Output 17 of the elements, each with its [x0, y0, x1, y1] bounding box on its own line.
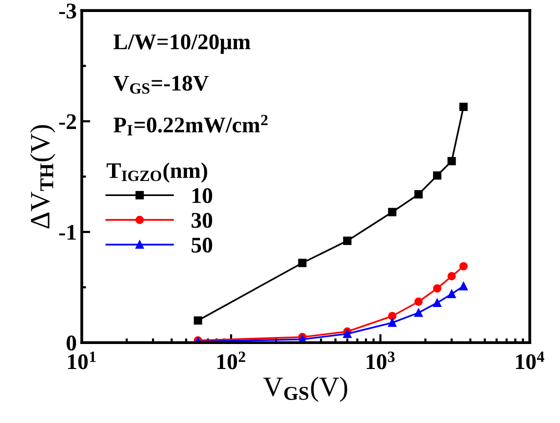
legend-label: 30 [192, 212, 212, 228]
annotation: P$_{I}$=0.22mW/cm$^{2}$ [114, 114, 268, 136]
annotation: V$_{GS}$=-18V [113, 76, 209, 94]
legend-title: T$_{IGZO}$(nm) [106, 162, 208, 183]
x-tick-label: 10$^{3}$ [366, 352, 395, 370]
y-tick-label: 0 [66, 336, 76, 351]
x-tick-label: 10$^{4}$ [516, 352, 544, 370]
x-tick-label: 10$^{1}$ [68, 352, 96, 370]
y-axis-title: ΔV$_{TH}$(V) [30, 125, 56, 228]
y-tick-label: -1 [59, 224, 76, 240]
y-tick-label: -3 [59, 4, 76, 19]
legend-label: 10 [192, 188, 212, 204]
x-tick-label: 10$^{2}$ [217, 352, 246, 370]
x-axis-title: V$_{GS}$(V) [263, 376, 348, 402]
annotation: L/W=10/20μm [114, 34, 250, 54]
legend-label: 50 [192, 238, 212, 253]
y-tick-label: -2 [59, 114, 76, 129]
